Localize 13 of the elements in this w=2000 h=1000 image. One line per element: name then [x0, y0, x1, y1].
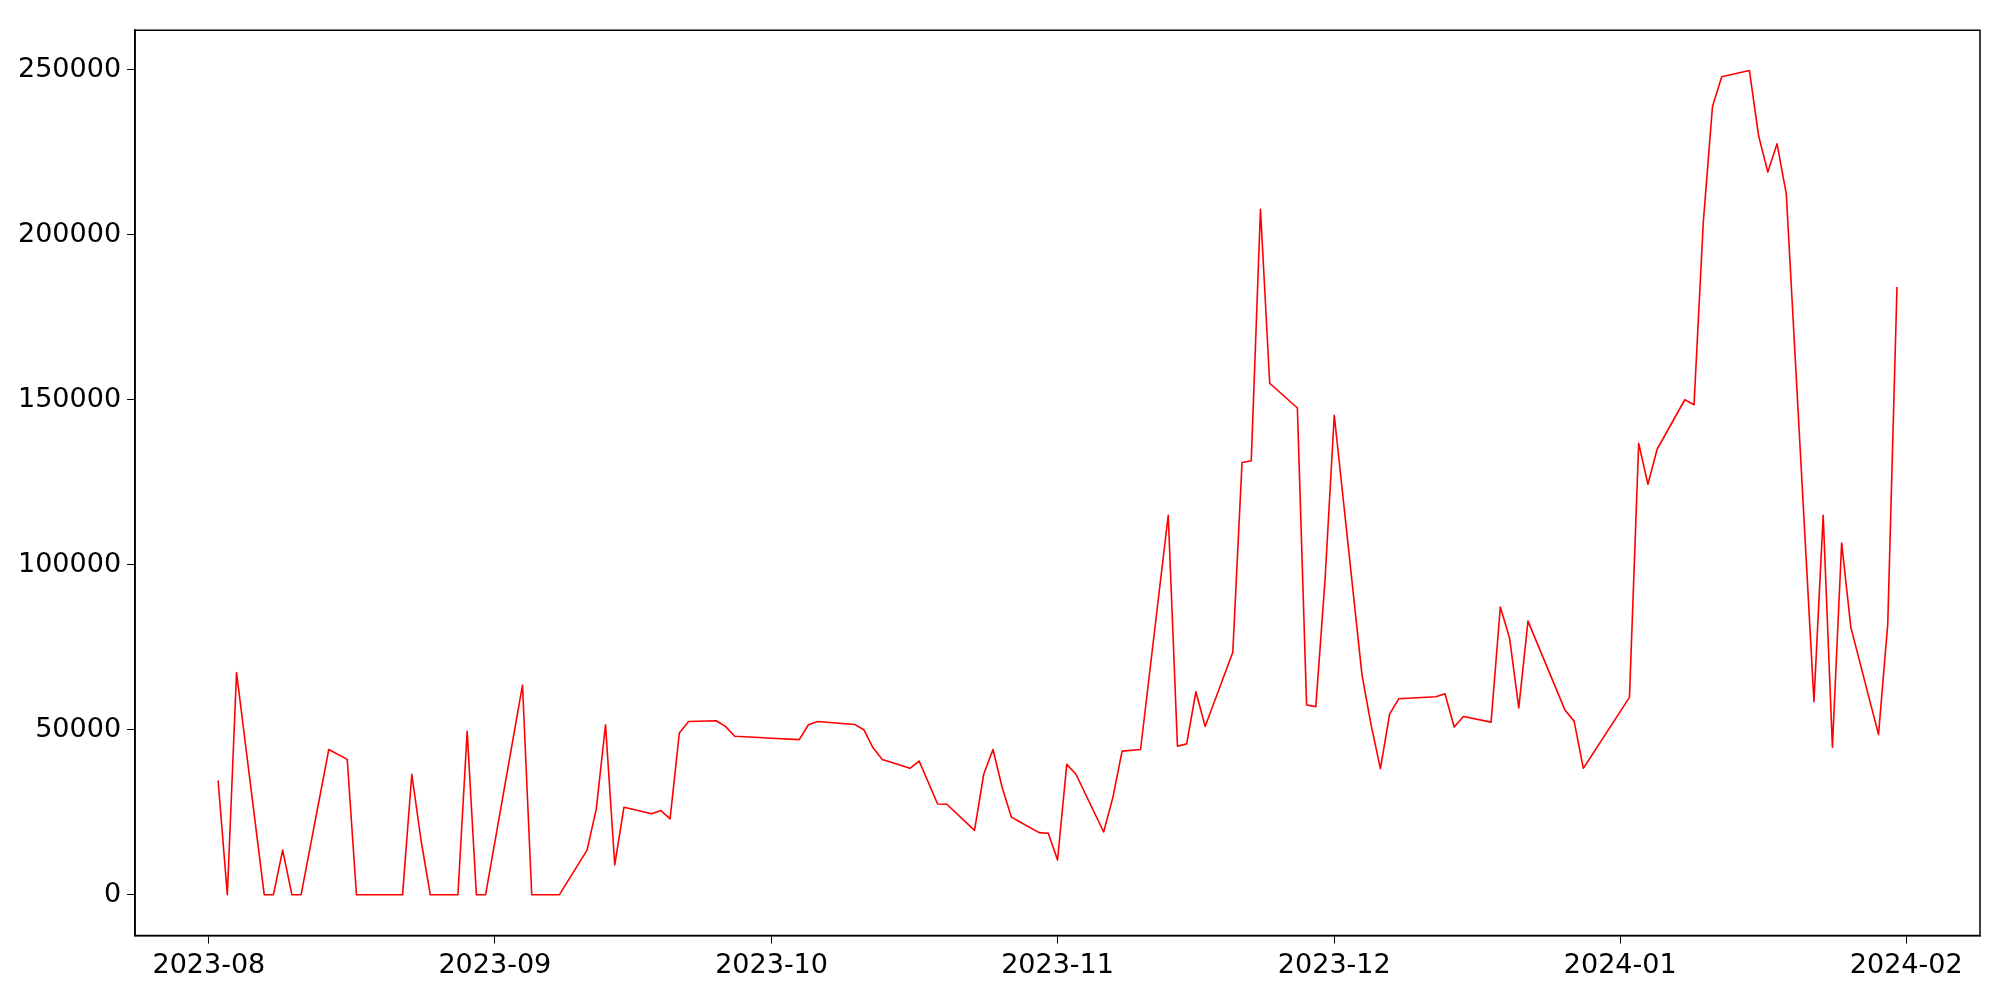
x-tick-label: 2023-11 [1001, 947, 1114, 979]
x-tick-label: 2023-09 [438, 947, 552, 979]
x-tick-label: 2023-10 [715, 947, 828, 979]
x-tick-label: 2024-01 [1563, 947, 1677, 979]
y-tick-label: 150000 [17, 381, 122, 413]
x-tick-label: 2024-02 [1849, 947, 1963, 979]
y-tick-label: 200000 [17, 216, 122, 248]
x-tick-label: 2023-08 [152, 947, 266, 979]
y-tick-label: 0 [103, 876, 122, 908]
y-tick-label: 100000 [17, 546, 122, 578]
y-tick-label: 250000 [17, 51, 122, 83]
x-tick-label: 2023-12 [1277, 947, 1391, 979]
y-tick-label: 50000 [35, 711, 122, 743]
